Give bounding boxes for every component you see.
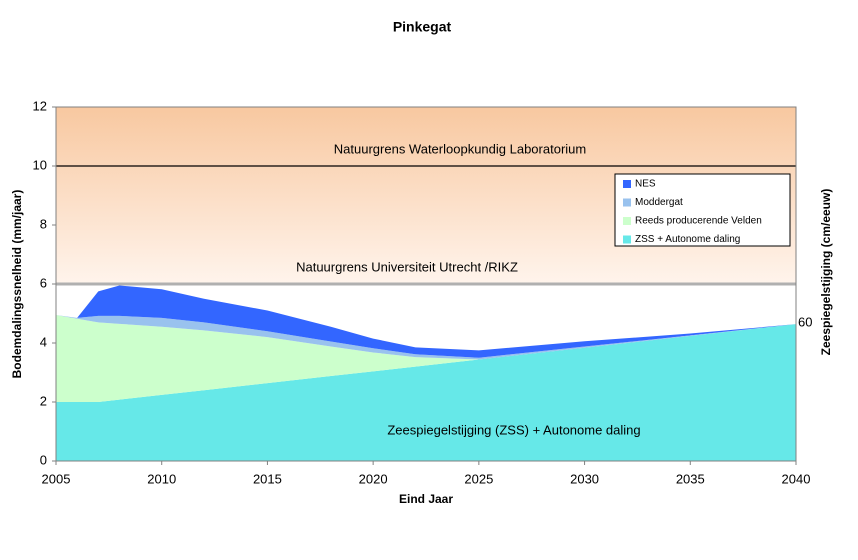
legend-swatch <box>623 180 631 188</box>
annotation: 60 <box>798 314 812 329</box>
y-tick-label: 8 <box>40 216 47 231</box>
area <box>56 285 796 358</box>
legend-swatch <box>623 235 631 244</box>
x-tick-label: 2030 <box>570 471 599 486</box>
x-tick-label: 2020 <box>359 471 388 486</box>
x-axis-title: Eind Jaar <box>399 492 453 506</box>
x-tick-label: 2015 <box>253 471 282 486</box>
area <box>56 314 796 360</box>
legend-swatch <box>623 198 631 207</box>
y-tick-label: 4 <box>40 334 47 349</box>
legend-label: NES <box>635 179 656 190</box>
y2-axis-title: Zeespiegelstijging (cm/eeuw) <box>819 189 833 356</box>
x-tick-label: 2010 <box>147 471 176 486</box>
y-tick-label: 0 <box>40 452 47 467</box>
x-tick-label: 2025 <box>464 471 493 486</box>
y-tick-label: 6 <box>40 275 47 290</box>
y-tick-label: 10 <box>33 157 47 172</box>
y-axis-title: Bodemdalingssnelheid (mm/jaar) <box>10 190 24 379</box>
reference-label: Natuurgrens Waterloopkundig Laboratorium <box>334 141 586 156</box>
area <box>56 324 796 461</box>
reference-label: Natuurgrens Universiteit Utrecht /RIKZ <box>296 259 518 274</box>
x-tick-label: 2005 <box>42 471 71 486</box>
annotation: Zeespiegelstijging (ZSS) + Autonome dali… <box>387 422 640 437</box>
area <box>56 314 796 402</box>
x-tick-label: 2035 <box>676 471 705 486</box>
y-tick-label: 12 <box>33 98 47 113</box>
legend-label: Moddergat <box>635 197 683 208</box>
legend-label: ZSS + Autonome daling <box>635 234 740 245</box>
chart-title: Pinkegat <box>393 19 452 35</box>
legend-label: Reeds producerende Velden <box>635 216 762 227</box>
legend-swatch <box>623 217 631 225</box>
y-tick-label: 2 <box>40 393 47 408</box>
legend-box <box>614 173 791 247</box>
x-tick-label: 2040 <box>782 471 811 486</box>
